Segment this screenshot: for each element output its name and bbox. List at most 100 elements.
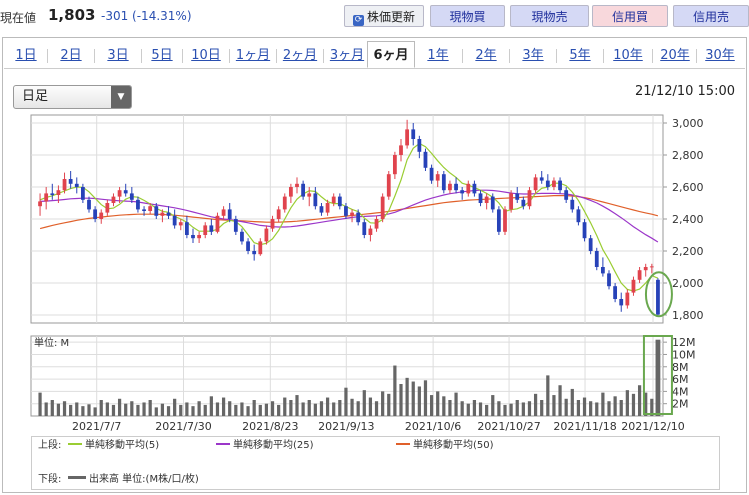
volume-bar [234, 404, 238, 416]
candle-body [240, 231, 244, 242]
candle-body [80, 187, 85, 200]
volume-bar [215, 402, 220, 416]
volume-bar [411, 381, 415, 416]
candle-body [50, 193, 55, 195]
legend-volume-label: 出来高 単位:(M株/口/枚) [89, 474, 199, 485]
candle-body [607, 273, 611, 287]
candle-body [270, 219, 275, 229]
margin-sell-button[interactable]: 信用売 [673, 5, 749, 27]
tab-separator [509, 49, 510, 63]
candle-body [191, 235, 195, 239]
chart-legend: 上段: 単純移動平均(5) 単純移動平均(25) 単純移動平均(50) 下段: … [31, 436, 720, 490]
volume-bar [81, 406, 85, 416]
legend-ma25: 単純移動平均(25) [216, 439, 314, 453]
tab-period-16[interactable]: 30年 [705, 48, 735, 63]
tab-period-1[interactable]: 1日 [15, 48, 37, 63]
tab-period-4[interactable]: 5日 [151, 48, 173, 63]
candle-body [356, 212, 361, 223]
candle-body [478, 193, 483, 203]
tab-separator [229, 49, 230, 63]
cash-buy-button[interactable]: 現物買 [430, 5, 505, 27]
candle-body [166, 212, 171, 216]
volume-bar [497, 401, 501, 416]
volume-bar [582, 397, 587, 416]
candle-body [301, 183, 306, 197]
tab-period-9[interactable]: 6ヶ月 [367, 41, 415, 68]
candle-body [325, 203, 330, 213]
margin-buy-button[interactable]: 信用買 [592, 5, 668, 27]
legend-ma5-label: 単純移動平均(5) [85, 440, 160, 451]
volume-bar [75, 402, 79, 416]
volume-bar [44, 402, 48, 416]
tab-separator [276, 49, 277, 63]
tab-separator [141, 49, 142, 63]
candle-body [154, 206, 159, 216]
price-tick-label: 2,000 [672, 277, 704, 290]
candle-body [142, 209, 146, 211]
volume-bar [185, 402, 189, 416]
volume-bar [381, 391, 385, 416]
tab-period-11[interactable]: 2年 [475, 48, 497, 63]
volume-bar [319, 401, 324, 416]
chevron-down-icon: ▼ [111, 86, 131, 108]
tab-period-13[interactable]: 5年 [569, 48, 591, 63]
tab-period-2[interactable]: 2日 [60, 48, 82, 63]
cash-sell-button[interactable]: 現物売 [510, 5, 589, 27]
volume-bar [613, 396, 617, 416]
interval-select[interactable]: 日足 ▼ [13, 85, 132, 109]
volume-bar [332, 402, 336, 416]
candle-body [38, 201, 42, 207]
candle-body [160, 212, 165, 216]
x-tick-label: 2021/10/6 [405, 420, 461, 433]
tab-period-6[interactable]: 1ヶ月 [235, 48, 271, 63]
candle-body [466, 183, 471, 194]
volume-bar [56, 403, 61, 416]
tab-period-8[interactable]: 3ヶ月 [329, 48, 365, 63]
candle-body [423, 151, 428, 168]
volume-bar [264, 403, 269, 416]
candle-body [460, 190, 465, 194]
volume-bar [338, 400, 342, 416]
tab-period-3[interactable]: 3日 [107, 48, 129, 63]
tab-period-15[interactable]: 20年 [660, 48, 690, 63]
volume-bar [552, 395, 556, 416]
x-tick-label: 2021/7/7 [72, 420, 121, 433]
x-tick-label: 2021/8/23 [242, 420, 298, 433]
candle-body [56, 190, 61, 195]
price-change: -301 (-14.31%) [101, 9, 192, 23]
tab-period-14[interactable]: 10年 [613, 48, 643, 63]
tab-period-10[interactable]: 1年 [427, 48, 449, 63]
volume-bar [344, 387, 348, 416]
volume-bar [99, 400, 103, 416]
candle-body [613, 286, 618, 299]
volume-bar [503, 404, 507, 416]
candle-body [215, 215, 220, 232]
volume-bar [589, 401, 593, 416]
volume-bar [270, 401, 275, 416]
candle-body [295, 183, 299, 187]
tab-separator [94, 49, 95, 63]
tab-separator [323, 49, 324, 63]
tab-period-7[interactable]: 2ヶ月 [282, 48, 318, 63]
legend-ma50: 単純移動平均(50) [396, 439, 494, 453]
tab-period-12[interactable]: 3年 [522, 48, 544, 63]
candle-body [484, 196, 489, 203]
candle-body [374, 219, 379, 229]
candle-body [405, 129, 410, 146]
candle-body [448, 183, 452, 191]
tab-period-5[interactable]: 10日 [191, 48, 221, 63]
candle-body [399, 145, 403, 155]
volume-bar [130, 401, 134, 416]
last-volume-box [642, 335, 673, 415]
volume-bar [607, 401, 611, 416]
candle-body [539, 177, 544, 181]
candle-body [570, 199, 575, 210]
volume-bar [650, 398, 654, 416]
volume-bar [509, 403, 513, 416]
update-price-button[interactable]: ⟳ 株価更新 [344, 5, 424, 27]
candle-body [221, 209, 226, 216]
candle-body [643, 267, 648, 271]
volume-bar [491, 395, 495, 416]
volume-bar [601, 392, 605, 416]
volume-bar [595, 402, 599, 416]
